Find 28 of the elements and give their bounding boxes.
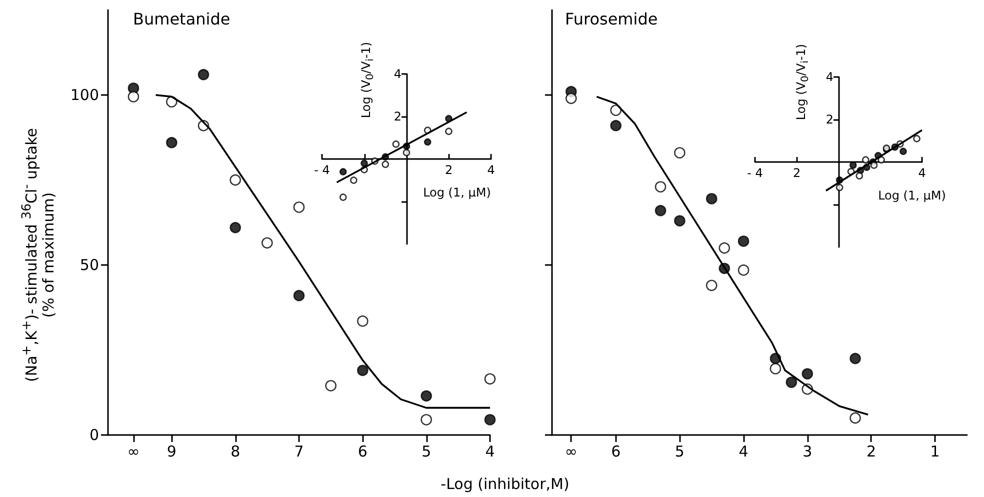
x-axis-title: -Log (inhibitor,M) [440,474,570,493]
x-axis-title: Log (1, μM) [878,188,946,203]
x-tick-label: 4 [918,166,926,180]
x-tick-label: 4 [487,163,495,177]
x-tick-label: 2 [866,442,876,460]
x-tick-label: 3 [802,442,812,460]
x-tick-label: 2 [792,166,801,180]
x-tick-label: ∞ [564,442,578,460]
x-tick-label: - 4 [314,163,330,177]
x-tick-label: ∞ [127,442,140,460]
x-tick-label: - 4 [747,166,763,180]
x-axis-title: Log (1, μM) [423,185,491,200]
x-tick-label: 6 [611,442,621,460]
x-tick-label: 1 [930,442,940,460]
x-tick-label: 4 [738,442,748,460]
y-tick-label: 100 [70,86,99,104]
y-tick-label: 0 [89,426,99,444]
x-tick-label: 5 [422,442,432,460]
x-tick-label: 6 [358,442,368,460]
chart-title: Furosemide [565,10,658,28]
x-tick-label: 9 [166,442,176,460]
x-tick-label: 5 [674,442,684,460]
x-tick-label: 4 [485,442,495,460]
chart-title: Bumetanide [133,10,230,28]
x-tick-label: 7 [294,442,304,460]
y-tick-label: 50 [80,256,99,274]
x-tick-label: 8 [230,442,240,460]
x-tick-label: 2 [444,163,453,177]
